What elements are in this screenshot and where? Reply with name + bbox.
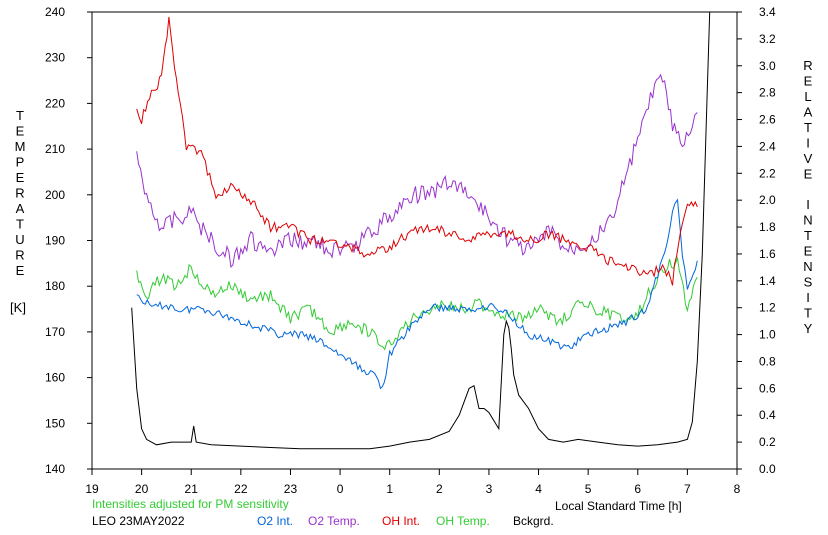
x-tick-label: 0 [337,482,344,496]
right-tick-label: 3.4 [759,5,776,19]
right-tick-label: 1.6 [759,247,776,261]
right-axis-ticks: 0.0 0.2 0.4 0.6 0.8 1.0 1.2 1.4 1.6 1.8 2.0 2.2 2.4 2… [737,5,776,476]
left-tick-label: 150 [45,416,65,430]
x-tick-label: 6 [634,482,641,496]
left-tick-label: 200 [45,188,65,202]
series-bckgrd-line [131,11,711,450]
legend-bckgrd: Bckgrd. [513,514,554,528]
right-tick-label: 3.2 [759,32,776,46]
right-tick-label: 1.4 [759,274,776,288]
right-label-char: I [806,197,810,212]
x-tick-label: 2 [436,482,443,496]
x-tick-label: 4 [535,482,542,496]
right-tick-label: 2.8 [759,86,776,100]
right-tick-label: 2.0 [759,193,776,207]
right-label-char: E [804,167,813,182]
x-tick-label: 22 [234,482,248,496]
right-tick-label: 2.6 [759,113,776,127]
right-label-char: S [804,275,813,290]
left-label-char: R [15,186,24,201]
right-label-char: T [804,120,812,135]
left-label-char: R [15,248,24,263]
left-label-char: E [16,124,25,139]
left-label-char: U [15,232,24,247]
x-tick-label: 5 [585,482,592,496]
right-tick-label: 1.8 [759,220,776,234]
x-tick-label: 21 [185,482,199,496]
legend-oh-temp: OH Temp. [436,514,490,528]
right-label-char: E [804,244,813,259]
right-tick-label: 2.2 [759,166,776,180]
left-tick-label: 220 [45,96,65,110]
right-label-char: L [804,89,811,104]
series-oh-temp-line [136,256,698,351]
right-label-char: I [806,290,810,305]
right-tick-label: 0.8 [759,354,776,368]
left-tick-label: 240 [45,5,65,19]
legend-oh-int: OH Int. [382,514,421,528]
left-tick-label: 170 [45,325,65,339]
series-oh-int-line [136,16,698,286]
x-tick-label: 1 [386,482,393,496]
x-tick-label: 20 [135,482,149,496]
x-axis-ticks: 19 20 21 22 23 0 1 2 3 4 5 6 7 8 [85,469,741,496]
right-label-char: Y [804,321,813,336]
left-tick-label: 160 [45,371,65,385]
right-label-char: T [804,228,812,243]
left-tick-label: 190 [45,234,65,248]
left-label-char: T [16,217,24,232]
series-o2-temp-line [136,73,698,268]
x-tick-label: 3 [486,482,493,496]
right-tick-label: 2.4 [759,139,776,153]
left-tick-label: 230 [45,51,65,65]
left-label-char: E [16,263,25,278]
x-axis-label: Local Standard Time [h] [555,499,682,513]
right-tick-label: 1.0 [759,328,776,342]
right-label-char: A [804,105,813,120]
left-label-char: M [15,139,26,154]
right-label-char: V [804,151,813,166]
note-caption: Intensities adjusted for PM sensitivity [92,497,289,511]
x-tick-label: 23 [284,482,298,496]
legend-o2-temp: O2 Temp. [308,514,360,528]
right-label-char: T [804,306,812,321]
series-layer [131,11,711,450]
station-caption: LEO 23MAY2022 [92,514,185,528]
left-axis-ticks: 140 150 160 170 180 190 200 210 220 230 240 [45,5,92,476]
legend-o2-int: O2 Int. [257,514,294,528]
x-tick-label: 8 [734,482,741,496]
right-label-char: E [804,74,813,89]
left-label-char: T [16,108,24,123]
right-tick-label: 1.2 [759,301,776,315]
left-tick-label: 180 [45,279,65,293]
right-tick-label: 0.0 [759,462,776,476]
x-tick-label: 7 [684,482,691,496]
left-label-char: P [16,155,25,170]
right-label-char: N [803,259,812,274]
left-label-char: E [16,170,25,185]
right-label-char: I [806,136,810,151]
left-axis-unit: [K] [10,300,26,315]
left-tick-label: 140 [45,462,65,476]
x-tick-label: 19 [85,482,99,496]
right-tick-label: 3.0 [759,59,776,73]
left-label-char: A [16,201,25,216]
right-tick-label: 0.4 [759,408,776,422]
left-tick-label: 210 [45,142,65,156]
right-tick-label: 0.6 [759,381,776,395]
plot-frame [91,11,738,470]
right-tick-label: 0.2 [759,435,776,449]
right-label-char: N [803,213,812,228]
series-o2-int-line [136,198,698,390]
right-label-char: R [803,58,812,73]
